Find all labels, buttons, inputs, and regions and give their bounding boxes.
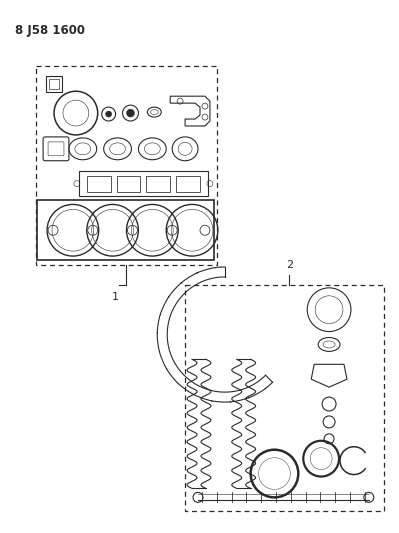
Circle shape [106, 111, 112, 117]
Circle shape [126, 109, 134, 117]
Bar [146, 176, 170, 191]
Text: 2: 2 [286, 260, 293, 270]
Bar [79, 171, 208, 197]
Bar [46, 76, 62, 92]
Bar [49, 79, 59, 89]
Text: 8 J58 1600: 8 J58 1600 [15, 23, 85, 37]
Bar [117, 176, 140, 191]
Bar [176, 176, 200, 191]
Bar [37, 200, 214, 260]
Text: 1: 1 [112, 292, 119, 302]
Bar [87, 176, 111, 191]
Bar [185, 285, 384, 511]
Bar [36, 67, 217, 265]
